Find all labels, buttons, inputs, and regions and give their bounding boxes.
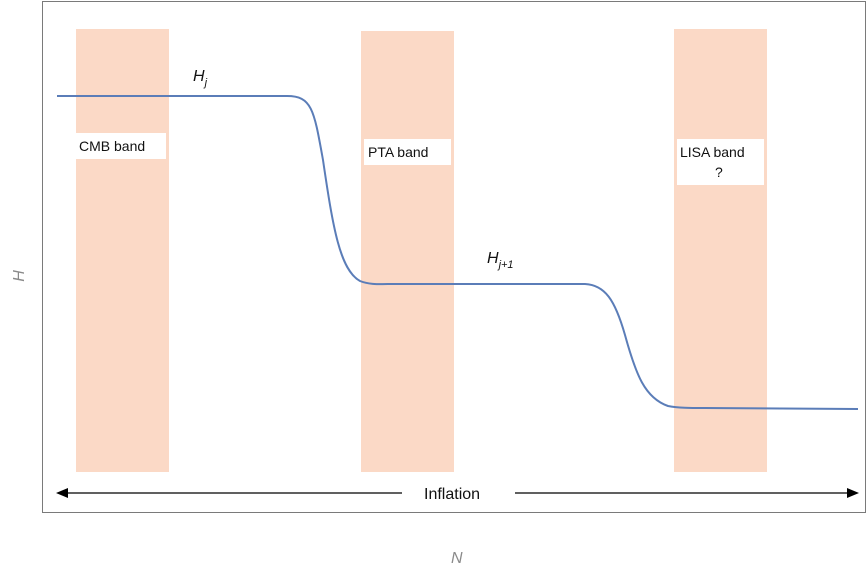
band-lisa-label: LISA band — [680, 144, 745, 160]
band-pta-region — [361, 31, 454, 472]
inflation-arrow: Inflation — [56, 486, 859, 503]
inflation-arrow-right-head — [847, 488, 859, 498]
inflation-label: Inflation — [424, 486, 480, 503]
band-pta-label: PTA band — [368, 144, 428, 160]
x-axis-title: N — [451, 550, 463, 567]
band-lisa-region — [674, 29, 767, 472]
band-pta-label-bg — [364, 139, 451, 165]
hubble-rate-curve — [57, 95, 859, 410]
band-cmb: CMB band — [76, 29, 169, 472]
band-lisa: LISA band ? — [674, 29, 767, 472]
label-h-j: Hj — [193, 68, 208, 89]
band-cmb-label: CMB band — [79, 138, 145, 154]
band-lisa-label-bg — [677, 139, 764, 185]
band-cmb-label-bg — [76, 133, 166, 159]
band-lisa-question: ? — [715, 164, 723, 180]
band-cmb-region — [76, 29, 169, 472]
y-axis-title: H — [11, 270, 28, 282]
inflation-arrow-left-head — [56, 488, 68, 498]
label-h-j-plus-1: Hj+1 — [487, 250, 514, 271]
band-pta: PTA band — [361, 31, 454, 472]
plot-frame — [42, 1, 866, 513]
